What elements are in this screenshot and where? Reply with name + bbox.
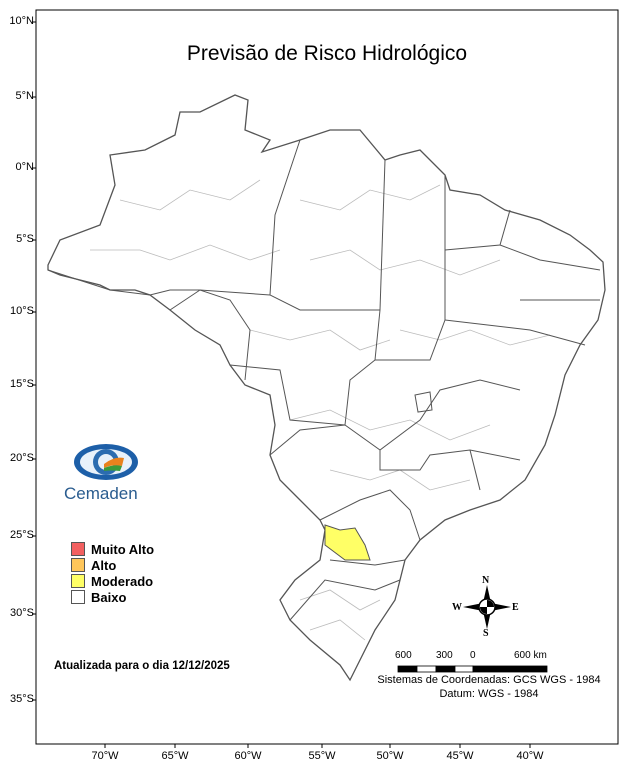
compass-n: N: [482, 575, 490, 586]
map-title: Previsão de Risco Hidrológico: [186, 42, 468, 65]
lat-label: 35°S: [10, 693, 34, 705]
scale-bar: [397, 665, 548, 673]
state-boundaries: [47, 139, 601, 621]
datum: Datum: WGS - 1984: [439, 688, 539, 700]
legend-label: Baixo: [91, 589, 127, 605]
compass-s: S: [483, 628, 489, 639]
legend-swatch: [71, 542, 85, 556]
lon-label: 65°W: [161, 750, 189, 762]
risk-region-moderado: [324, 524, 371, 561]
legend-item-muito-alto: Muito Alto: [71, 541, 154, 557]
brazil-outline: [47, 94, 606, 682]
coordinate-system: Sistemas de Coordenadas: GCS WGS - 1984: [377, 674, 601, 686]
legend-label: Muito Alto: [91, 541, 155, 557]
legend-item-alto: Alto: [71, 557, 154, 573]
legend: Muito Alto Alto Moderado Baixo: [71, 541, 154, 605]
lon-label: 50°W: [376, 750, 404, 762]
scale-label: 300: [436, 650, 453, 661]
lat-label: 5°N: [15, 90, 34, 102]
compass-e: E: [512, 602, 519, 613]
scale-label: 600 km: [514, 650, 547, 661]
legend-swatch: [71, 574, 85, 588]
lon-label: 45°W: [446, 750, 474, 762]
lat-label: 15°S: [10, 378, 34, 390]
lat-label: 20°S: [10, 452, 34, 464]
legend-item-moderado: Moderado: [71, 573, 154, 589]
graticule-ticks: [32, 21, 531, 748]
scale-label: 0: [470, 650, 476, 661]
lat-label: 10°S: [10, 305, 34, 317]
compass-rose-icon: [463, 585, 511, 629]
legend-label: Alto: [91, 557, 117, 573]
lon-label: 55°W: [308, 750, 336, 762]
legend-swatch: [71, 590, 85, 604]
cemaden-logo: [74, 444, 138, 480]
updated-date: Atualizada para o dia 12/12/2025: [54, 660, 230, 672]
logo-text: Cemaden: [64, 484, 138, 503]
municipal-boundaries: [90, 179, 551, 641]
lat-label: 5°S: [16, 233, 34, 245]
scale-label: 600: [395, 650, 412, 661]
lat-label: 25°S: [10, 529, 34, 541]
legend-item-baixo: Baixo: [71, 589, 154, 605]
lon-label: 70°W: [91, 750, 119, 762]
compass-w: W: [452, 602, 462, 613]
legend-label: Moderado: [91, 573, 154, 589]
lon-label: 60°W: [234, 750, 262, 762]
lon-label: 40°W: [516, 750, 544, 762]
lat-label: 0°N: [15, 161, 34, 173]
lat-label: 30°S: [10, 607, 34, 619]
legend-swatch: [71, 558, 85, 572]
lat-label: 10°N: [9, 15, 34, 27]
